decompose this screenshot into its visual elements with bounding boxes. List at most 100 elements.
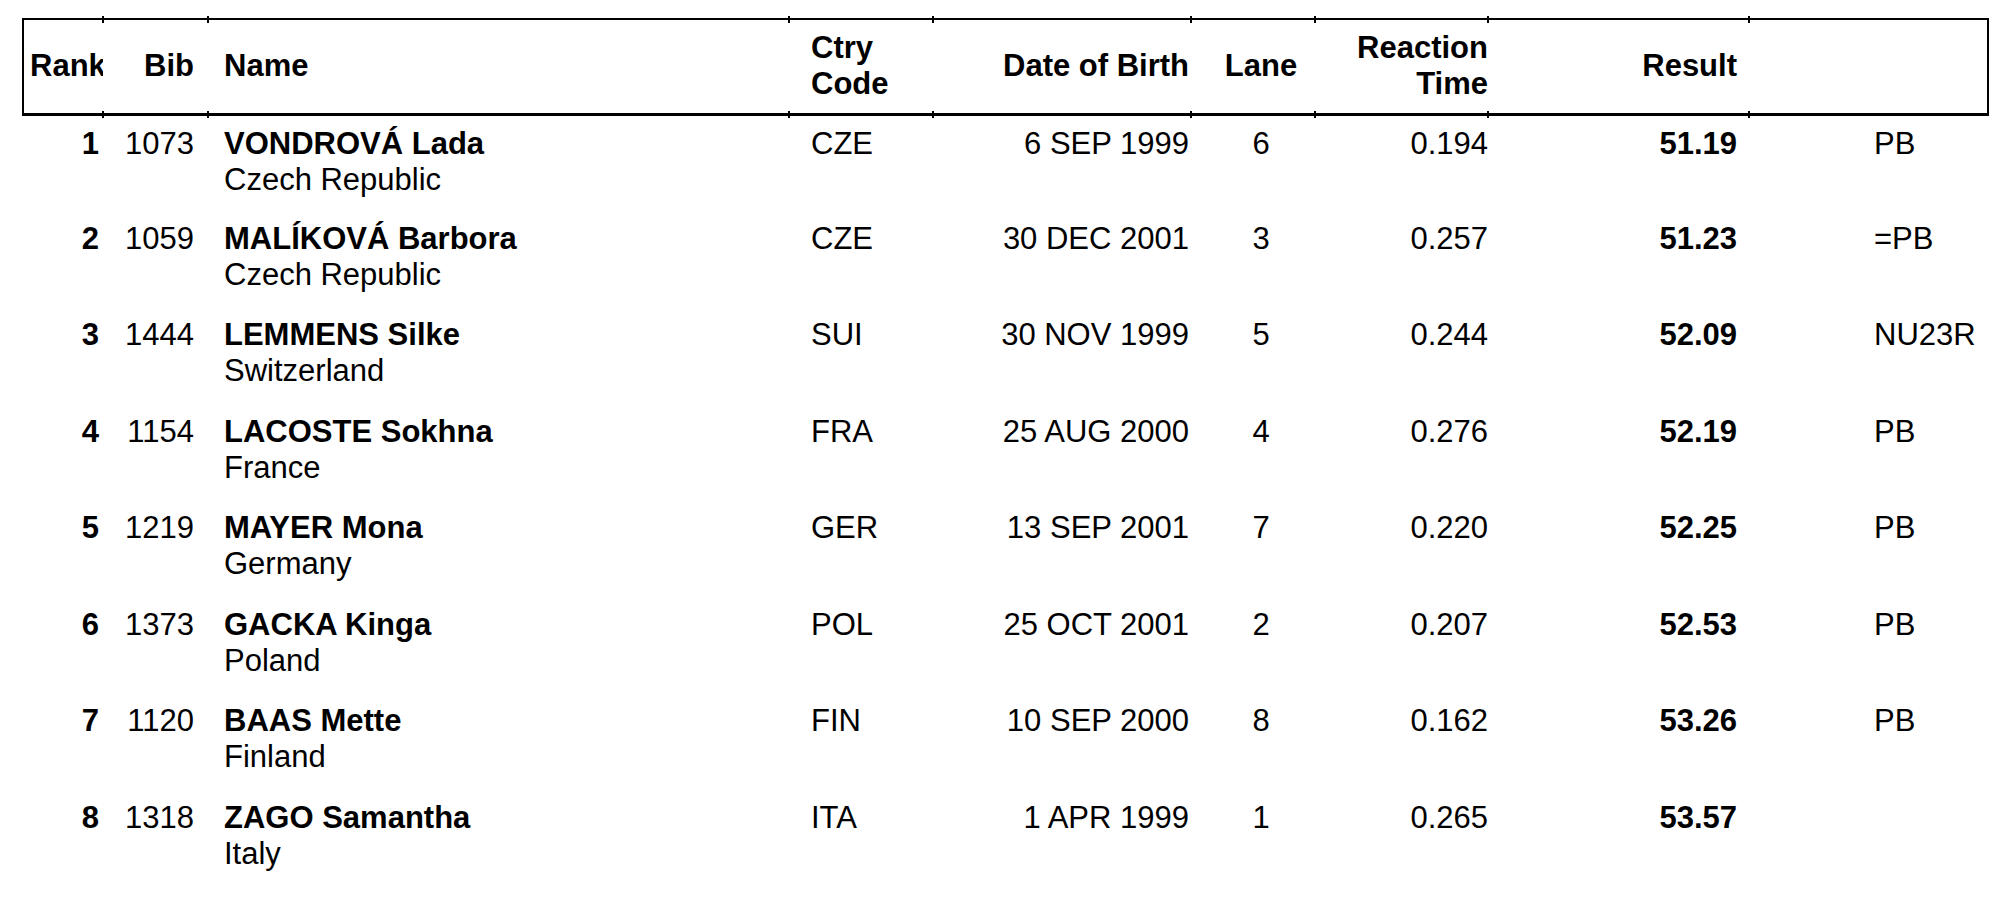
results-page: Rank Bib Name Ctry Code Date of Birth La…	[0, 0, 2012, 904]
name-cell: LACOSTE Sokhna France	[208, 404, 789, 501]
lane-cell: 4	[1191, 404, 1315, 501]
note-cell: NU23R	[1749, 307, 1988, 404]
ctry-code-cell: GER	[789, 500, 933, 597]
header-bib: Bib	[103, 19, 208, 114]
table-row: 5 1219 MAYER Mona Germany GER 13 SEP 200…	[23, 500, 1988, 597]
ctry-code-cell: ITA	[789, 790, 933, 887]
lane-cell: 1	[1191, 790, 1315, 887]
reaction-time-cell: 0.207	[1315, 597, 1488, 694]
result-cell: 53.57	[1488, 790, 1749, 887]
rank-cell: 7	[23, 693, 103, 790]
table-row: 7 1120 BAAS Mette Finland FIN 10 SEP 200…	[23, 693, 1988, 790]
date-of-birth-cell: 1 APR 1999	[933, 790, 1191, 887]
reaction-time-cell: 0.257	[1315, 211, 1488, 308]
name-cell: BAAS Mette Finland	[208, 693, 789, 790]
ctry-code-cell: SUI	[789, 307, 933, 404]
header-row: Rank Bib Name Ctry Code Date of Birth La…	[23, 19, 1988, 114]
bib-cell: 1154	[103, 404, 208, 501]
rank-cell: 4	[23, 404, 103, 501]
header-rank: Rank	[23, 19, 103, 114]
table-row: 3 1444 LEMMENS Silke Switzerland SUI 30 …	[23, 307, 1988, 404]
athlete-country: Germany	[224, 546, 789, 582]
note-cell: PB	[1749, 404, 1988, 501]
name-cell: VONDROVÁ Lada Czech Republic	[208, 114, 789, 211]
rank-cell: 1	[23, 114, 103, 211]
date-of-birth-cell: 10 SEP 2000	[933, 693, 1191, 790]
name-cell: MAYER Mona Germany	[208, 500, 789, 597]
athlete-name: BAAS Mette	[224, 703, 789, 739]
ctry-code-cell: CZE	[789, 114, 933, 211]
athlete-name: LEMMENS Silke	[224, 317, 789, 353]
athlete-country: Italy	[224, 836, 789, 872]
header-ctry-code: Ctry Code	[789, 19, 933, 114]
athlete-name: MAYER Mona	[224, 510, 789, 546]
note-cell: PB	[1749, 500, 1988, 597]
header-notes	[1749, 19, 1988, 114]
athlete-name: ZAGO Samantha	[224, 800, 789, 836]
bib-cell: 1318	[103, 790, 208, 887]
date-of-birth-cell: 30 NOV 1999	[933, 307, 1191, 404]
result-cell: 52.09	[1488, 307, 1749, 404]
athlete-country: France	[224, 450, 789, 486]
lane-cell: 6	[1191, 114, 1315, 211]
header-result: Result	[1488, 19, 1749, 114]
athlete-country: Czech Republic	[224, 162, 789, 198]
reaction-time-cell: 0.194	[1315, 114, 1488, 211]
table-row: 2 1059 MALÍKOVÁ Barbora Czech Republic C…	[23, 211, 1988, 308]
rank-cell: 5	[23, 500, 103, 597]
note-cell: PB	[1749, 597, 1988, 694]
lane-cell: 8	[1191, 693, 1315, 790]
rank-cell: 2	[23, 211, 103, 308]
result-cell: 53.26	[1488, 693, 1749, 790]
athlete-name: VONDROVÁ Lada	[224, 126, 789, 162]
reaction-time-cell: 0.220	[1315, 500, 1488, 597]
name-cell: MALÍKOVÁ Barbora Czech Republic	[208, 211, 789, 308]
date-of-birth-cell: 6 SEP 1999	[933, 114, 1191, 211]
header-date-of-birth: Date of Birth	[933, 19, 1191, 114]
lane-cell: 5	[1191, 307, 1315, 404]
table-row: 6 1373 GACKA Kinga Poland POL 25 OCT 200…	[23, 597, 1988, 694]
result-cell: 52.19	[1488, 404, 1749, 501]
name-cell: GACKA Kinga Poland	[208, 597, 789, 694]
athlete-country: Finland	[224, 739, 789, 775]
rank-cell: 6	[23, 597, 103, 694]
ctry-code-cell: FRA	[789, 404, 933, 501]
header-name: Name	[208, 19, 789, 114]
name-cell: ZAGO Samantha Italy	[208, 790, 789, 887]
bib-cell: 1059	[103, 211, 208, 308]
reaction-time-cell: 0.244	[1315, 307, 1488, 404]
results-table: Rank Bib Name Ctry Code Date of Birth La…	[22, 18, 1989, 886]
reaction-time-cell: 0.265	[1315, 790, 1488, 887]
athlete-name: LACOSTE Sokhna	[224, 414, 789, 450]
note-cell: PB	[1749, 114, 1988, 211]
athlete-name: MALÍKOVÁ Barbora	[224, 221, 789, 257]
note-cell	[1749, 790, 1988, 887]
athlete-name: GACKA Kinga	[224, 607, 789, 643]
athlete-country: Switzerland	[224, 353, 789, 389]
header-lane: Lane	[1191, 19, 1315, 114]
date-of-birth-cell: 25 AUG 2000	[933, 404, 1191, 501]
table-row: 8 1318 ZAGO Samantha Italy ITA 1 APR 199…	[23, 790, 1988, 887]
note-cell: =PB	[1749, 211, 1988, 308]
ctry-code-cell: POL	[789, 597, 933, 694]
result-cell: 52.53	[1488, 597, 1749, 694]
athlete-country: Poland	[224, 643, 789, 679]
header-reaction-time: Reaction Time	[1315, 19, 1488, 114]
reaction-time-cell: 0.162	[1315, 693, 1488, 790]
bib-cell: 1120	[103, 693, 208, 790]
result-cell: 51.19	[1488, 114, 1749, 211]
rank-cell: 8	[23, 790, 103, 887]
lane-cell: 7	[1191, 500, 1315, 597]
date-of-birth-cell: 25 OCT 2001	[933, 597, 1191, 694]
bib-cell: 1373	[103, 597, 208, 694]
result-cell: 51.23	[1488, 211, 1749, 308]
note-cell: PB	[1749, 693, 1988, 790]
reaction-time-cell: 0.276	[1315, 404, 1488, 501]
name-cell: LEMMENS Silke Switzerland	[208, 307, 789, 404]
bib-cell: 1444	[103, 307, 208, 404]
lane-cell: 2	[1191, 597, 1315, 694]
ctry-code-cell: CZE	[789, 211, 933, 308]
table-row: 1 1073 VONDROVÁ Lada Czech Republic CZE …	[23, 114, 1988, 211]
bib-cell: 1219	[103, 500, 208, 597]
date-of-birth-cell: 13 SEP 2001	[933, 500, 1191, 597]
